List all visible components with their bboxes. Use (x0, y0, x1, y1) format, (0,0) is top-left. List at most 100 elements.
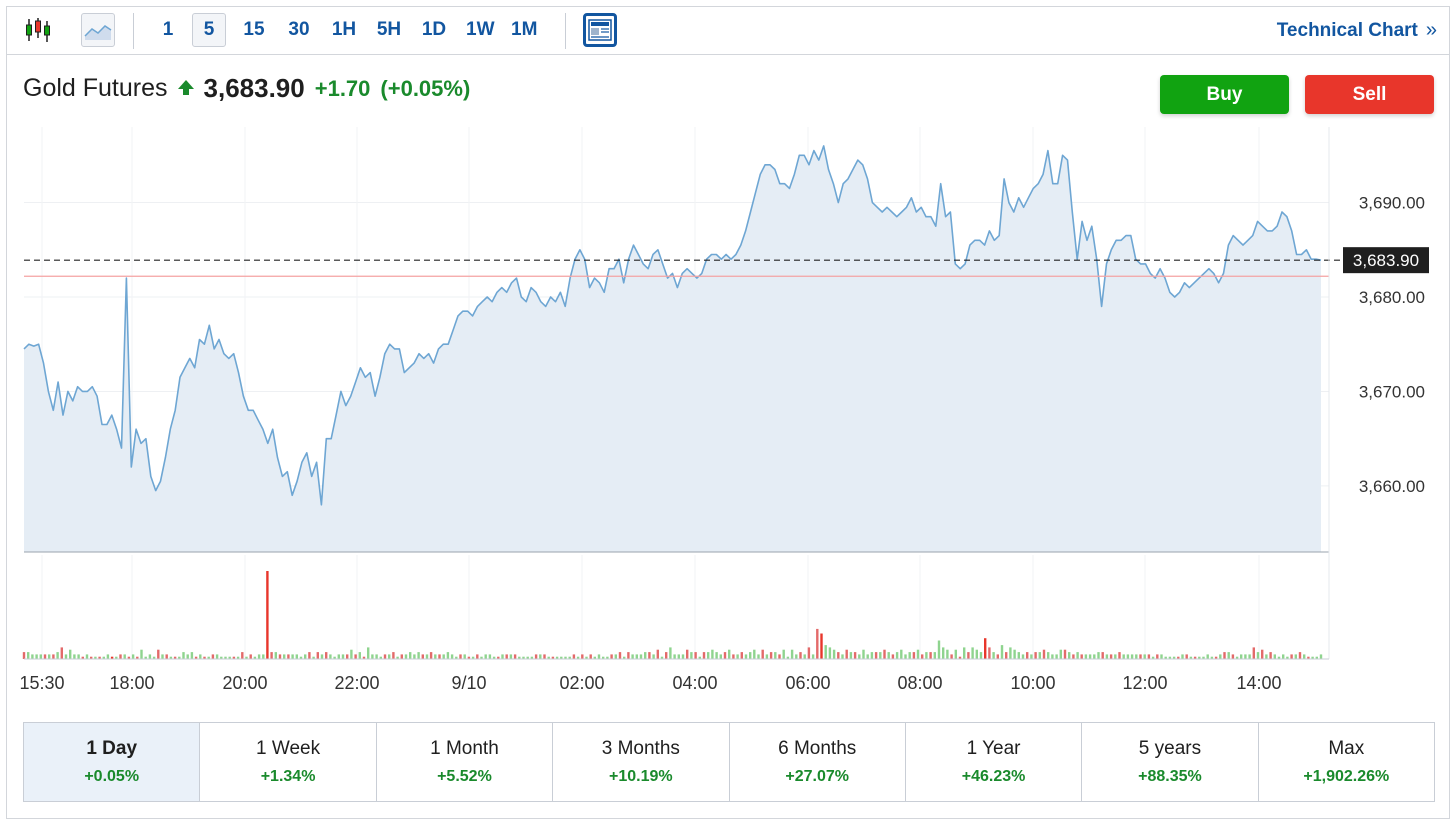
volume-bar (950, 654, 953, 659)
volume-bar (849, 652, 853, 659)
volume-bar (874, 652, 878, 659)
volume-bar (215, 654, 219, 659)
volume-bar (429, 652, 433, 659)
volume-bar (627, 652, 630, 659)
volume-bar (203, 656, 206, 659)
period-1-year[interactable]: 1 Year +46.23% (906, 723, 1083, 801)
volume-bar (333, 656, 336, 659)
volume-bar (702, 652, 706, 659)
interval-1m[interactable]: 1M (511, 19, 538, 40)
news-layout-icon[interactable] (583, 13, 617, 47)
volume-bar (413, 654, 416, 659)
volume-bar (937, 640, 941, 659)
volume-bar (56, 652, 59, 659)
period-change: +1.34% (260, 768, 316, 785)
price-chart[interactable]: Investing.com3,690.003,680.003,670.003,6… (7, 7, 1449, 707)
volume-bar (673, 654, 676, 659)
period-max[interactable]: Max +1,902.26% (1259, 723, 1434, 801)
volume-bar (782, 649, 785, 659)
buy-button[interactable]: Buy (1160, 75, 1289, 114)
interval-5[interactable]: 5 (192, 13, 226, 47)
technical-chart-label: Technical Chart (1276, 19, 1418, 41)
volume-bar (551, 656, 555, 659)
volume-bar (1231, 654, 1235, 659)
volume-bar (694, 652, 697, 659)
volume-bar (1051, 654, 1054, 659)
interval-1h[interactable]: 1H (331, 19, 357, 40)
volume-bar (22, 652, 26, 659)
volume-bar (1068, 652, 1071, 659)
volume-bar (715, 652, 718, 659)
sell-button[interactable]: Sell (1305, 75, 1434, 114)
interval-15[interactable]: 15 (243, 19, 265, 40)
interval-5h[interactable]: 5H (376, 19, 402, 40)
volume-bar (1273, 654, 1276, 659)
volume-bar (757, 654, 760, 659)
volume-bar (1147, 654, 1151, 659)
period-1-day[interactable]: 1 Day +0.05% (24, 723, 201, 801)
volume-bar (954, 649, 957, 659)
volume-bar (606, 656, 609, 659)
volume-bar (409, 652, 412, 659)
volume-bar (492, 656, 496, 659)
volume-bar (396, 656, 399, 659)
volume-bar (853, 652, 857, 659)
volume-bar (1009, 647, 1012, 659)
volume-bar (371, 654, 374, 659)
volume-bar (455, 656, 458, 659)
volume-bar (1210, 656, 1214, 659)
area-chart-icon[interactable] (81, 13, 115, 47)
period-5-years[interactable]: 5 years +88.35% (1082, 723, 1259, 801)
volume-bar (404, 654, 408, 659)
volume-bar (1135, 654, 1138, 659)
volume-bar (1269, 652, 1272, 659)
volume-bar (425, 654, 429, 659)
volume-bar (144, 656, 147, 659)
period-1-month[interactable]: 1 Month +5.52% (377, 723, 554, 801)
volume-bar (769, 652, 773, 659)
volume-bar (610, 654, 613, 659)
period-1-week[interactable]: 1 Week +1.34% (200, 723, 377, 801)
volume-bar (220, 656, 223, 659)
volume-bar (157, 649, 160, 659)
volume-bar (807, 647, 811, 659)
volume-bar (513, 654, 517, 659)
volume-bar (996, 654, 999, 659)
volume-bar (501, 654, 504, 659)
interval-30[interactable]: 30 (288, 19, 310, 40)
price-area (24, 145, 1321, 552)
volume-bar (723, 652, 727, 659)
candlestick-chart-icon[interactable] (21, 13, 55, 47)
interval-1[interactable]: 1 (162, 19, 174, 40)
volume-bar (1311, 656, 1314, 659)
period-3-months[interactable]: 3 Months +10.19% (553, 723, 730, 801)
technical-chart-link[interactable]: Technical Chart » (1277, 19, 1437, 42)
period-6-months[interactable]: 6 Months +27.07% (730, 723, 906, 801)
volume-bar (740, 652, 743, 659)
volume-bar (1055, 654, 1058, 659)
volume-bar (707, 652, 710, 659)
volume-bar (862, 649, 865, 659)
volume-bar (421, 654, 424, 659)
volume-bar (732, 654, 735, 659)
volume-bar (984, 638, 987, 659)
interval-1w[interactable]: 1W (466, 19, 495, 40)
volume-bar (790, 649, 794, 659)
volume-bar (929, 652, 932, 659)
volume-bar (543, 654, 546, 659)
volume-bar (484, 654, 487, 659)
volume-bar (736, 654, 739, 659)
volume-bar (618, 652, 622, 659)
period-label: 3 Months (601, 738, 680, 759)
volume-bar (312, 656, 315, 659)
y-tick-label: 3,690.00 (1359, 194, 1425, 213)
volume-bar (1021, 654, 1025, 659)
toolbar-divider (133, 13, 134, 49)
interval-1d[interactable]: 1D (421, 19, 447, 40)
volume-bar (354, 654, 357, 659)
x-tick-label: 18:00 (109, 673, 154, 693)
x-tick-label: 20:00 (222, 673, 267, 693)
period-label: 1 Month (430, 738, 499, 759)
volume-bar (1042, 649, 1046, 659)
volume-bar (186, 654, 189, 659)
